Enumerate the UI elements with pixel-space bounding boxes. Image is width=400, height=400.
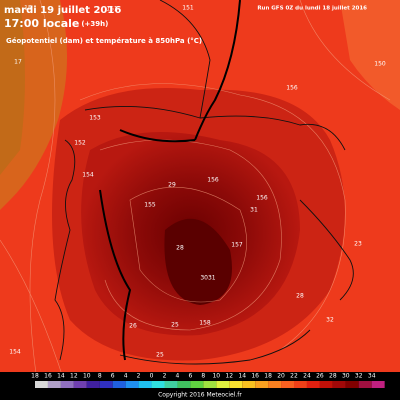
contour-label: 150 [374,61,386,68]
colorbar-label: 2 [137,373,141,380]
colorbar-label: 6 [188,373,192,380]
contour-label: 158 [199,320,211,327]
colorbar: 18 16 14 12 10 8 6 4 2 0 2 4 6 8 10 12 14 16 18 20 22 24 26 28 3… [31,373,385,388]
colorbar-label: 16 [251,373,259,380]
colorbar-cell [164,381,178,388]
contour-label: 31 [250,207,258,214]
colorbar-cell [255,381,269,388]
colorbar-cell [86,381,100,388]
colorbar-label: 20 [277,373,285,380]
colorbar-label: 22 [290,373,298,380]
colorbar-label: 28 [329,373,337,380]
colorbar-cell [203,381,217,388]
colorbar-cell [177,381,191,388]
contour-label: 28 [296,293,304,300]
hot-core [164,218,232,305]
lead-time: (+39h) [81,20,108,28]
contour-label: 156 [207,177,219,184]
colorbar-label: 8 [201,373,205,380]
contour-label: 25 [156,352,164,359]
colorbar-label: 12 [70,373,78,380]
colorbar-cell [99,381,113,388]
colorbar-cell [358,381,372,388]
contour-label: 23 [354,241,362,248]
colorbar-cell [190,381,204,388]
contour-label: 32 [326,317,334,324]
run-info: Run GFS 0Z du lundi 18 juillet 2016 [257,6,367,12]
colorbar-cell [47,381,61,388]
colorbar-label: 30 [342,373,350,380]
colorbar-cell [138,381,152,388]
copyright: Copyright 2016 Meteociel.fr [158,392,242,399]
colorbar-label: 2 [163,373,167,380]
colorbar-label: 12 [225,373,233,380]
contour-label: 3031 [200,275,215,282]
coastlines [54,0,354,365]
contour-label: 153 [89,115,101,122]
time: 17:00 locale (+39h) [4,17,108,30]
colorbar-label: 32 [355,373,363,380]
colorbar-cell [345,381,359,388]
colorbar-cell [151,381,165,388]
contour-label: 155 [144,202,156,209]
colorbar-cell [73,381,87,388]
colorbar-cell [216,381,230,388]
colorbar-label: 14 [57,373,65,380]
contour-label: 25 [171,322,179,329]
contour-label: 151 [182,5,194,12]
contour-label: 28 [176,245,184,252]
colorbar-label: 18 [31,373,39,380]
time-value: 17:00 locale [4,17,79,30]
contour-label: 151 [106,6,118,13]
colorbar-label: 6 [111,373,115,380]
colorbar-label: 10 [212,373,220,380]
colorbar-label: 4 [176,373,180,380]
colorbar-label: 24 [303,373,311,380]
colorbar-label: 8 [98,373,102,380]
colorbar-cell [281,381,294,388]
colorbar-cell [35,381,48,388]
colorbar-cell [306,381,320,388]
date: mardi 19 juillet 2016 [4,5,121,16]
field-description: Géopotentiel (dam) et température à 850h… [6,37,202,45]
colorbar-cell [242,381,256,388]
colorbar-cell [319,381,333,388]
colorbar-cell [332,381,346,388]
colorbar-label: 34 [368,373,376,380]
contour-label: 156 [256,195,268,202]
contour-label: 156 [286,85,298,92]
contour-label: 152 [74,140,86,147]
colorbar-label: 4 [124,373,128,380]
colorbar-label: 26 [316,373,324,380]
contour-label: 157 [231,242,243,249]
colorbar-cell [294,381,307,388]
colorbar-cell [229,381,243,388]
colorbar-label: 18 [264,373,272,380]
colorbar-label: 16 [44,373,52,380]
cool-sea-area [0,0,25,175]
contour-label: 154 [9,349,21,356]
contour-label: 17 [14,59,22,66]
colorbar-label: 0 [150,373,154,380]
colorbar-cell [125,381,139,388]
colorbar-cell [371,381,385,388]
colorbar-cell [268,381,282,388]
contour-label: 29 [168,182,176,189]
borders [99,0,241,361]
contour-label: 154 [82,172,94,179]
colorbar-cell [112,381,126,388]
contour-label: 15 [24,5,32,12]
contour-label: 26 [129,323,137,330]
warm-area [340,0,400,110]
colorbar-label: 10 [83,373,91,380]
colorbar-cell [60,381,74,388]
colorbar-label: 14 [238,373,246,380]
